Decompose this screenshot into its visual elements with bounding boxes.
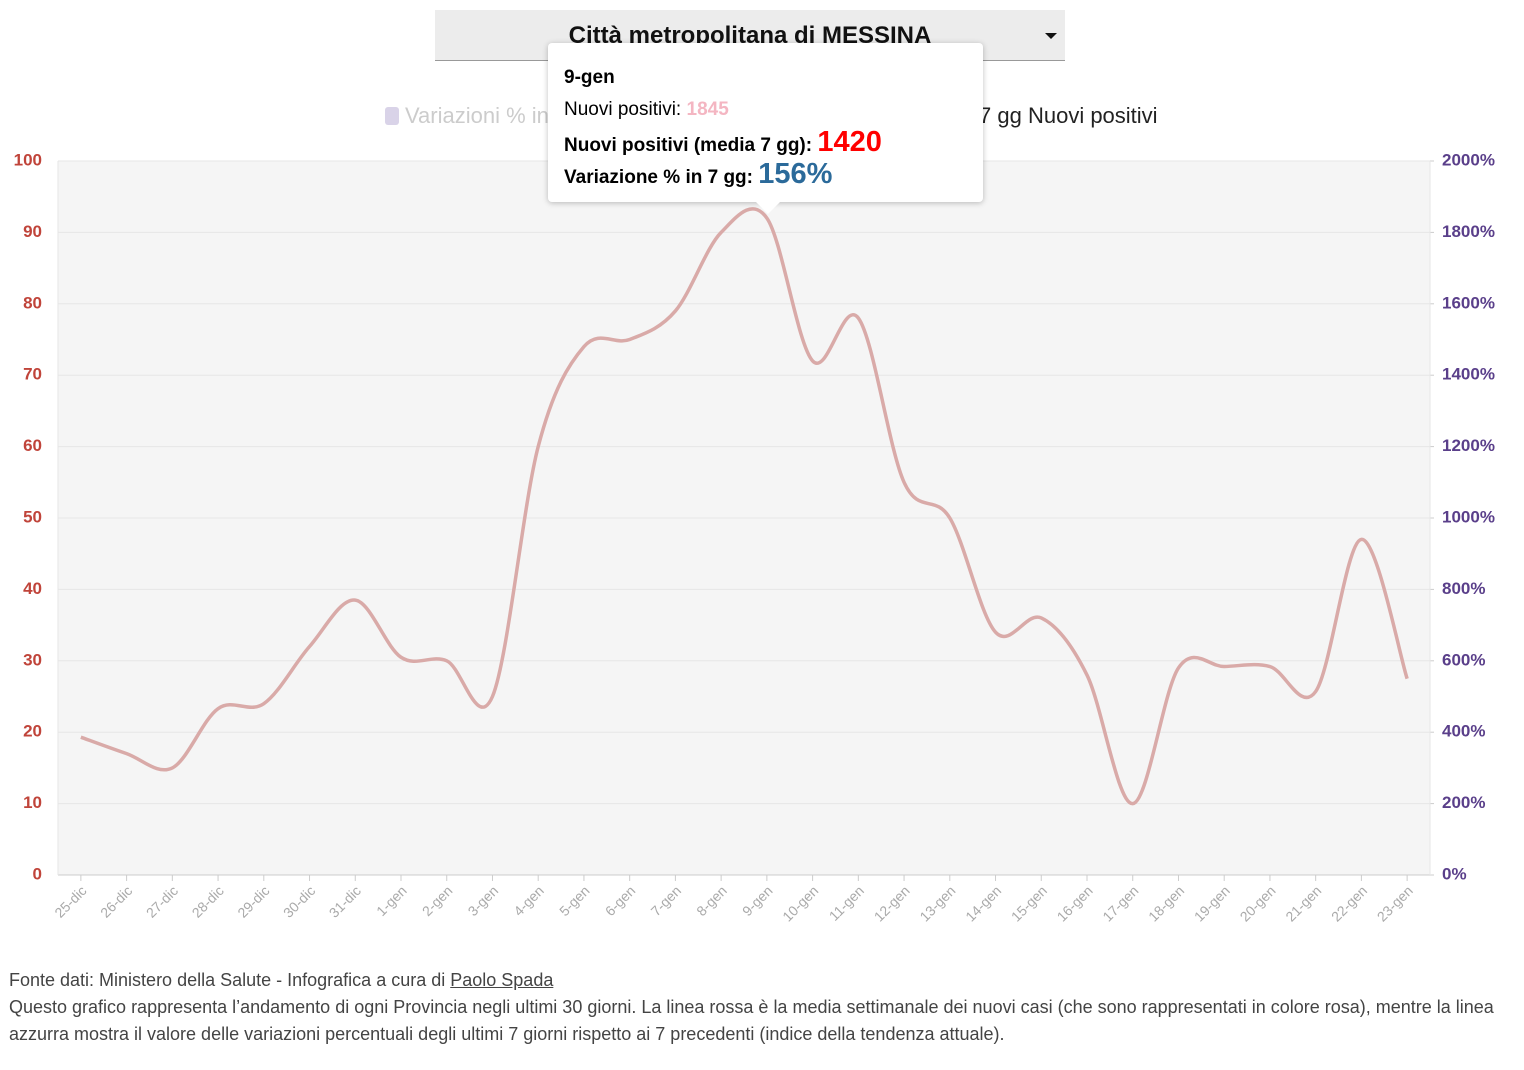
footer: Fonte dati: Ministero della Salute - Inf… (9, 967, 1515, 1048)
y-tick-label: 20 (23, 722, 42, 741)
y-tick-label: 70 (23, 365, 42, 384)
author-link[interactable]: Paolo Spada (450, 970, 554, 990)
y-tick-label: 80 (23, 293, 42, 312)
x-tick-label: 10-gen (779, 882, 821, 924)
x-tick-label: 9-gen (739, 882, 776, 919)
tooltip-var: Variazione % in 7 gg: 156% (564, 159, 967, 191)
y-tick-label: 40 (23, 579, 42, 598)
tooltip-new-label: Nuovi positivi: (564, 99, 682, 120)
x-tick-label: 30-dic (280, 882, 318, 920)
tooltip: 9-gen Nuovi positivi: 1845 Nuovi positiv… (548, 43, 983, 214)
x-tick-label: 5-gen (556, 882, 593, 919)
y2-tick-label: 2000% (1442, 150, 1495, 169)
y-tick-label: 50 (23, 507, 42, 526)
x-tick-label: 16-gen (1054, 882, 1096, 924)
x-tick-label: 3-gen (465, 882, 502, 919)
tooltip-date: 9-gen (564, 67, 615, 88)
y-tick-label: 60 (23, 436, 42, 455)
x-tick-label: 12-gen (871, 882, 913, 924)
x-tick-label: 13-gen (916, 882, 958, 924)
y2-tick-label: 1800% (1442, 222, 1495, 241)
footer-source: Fonte dati: Ministero della Salute - Inf… (9, 967, 1515, 994)
x-tick-label: 29-dic (234, 882, 272, 920)
tooltip-arrow (756, 202, 780, 214)
x-tick-label: 23-gen (1374, 882, 1416, 924)
chart: 01020304050607080901000%200%400%600%800%… (14, 103, 1495, 925)
tooltip-avg-value: 1420 (817, 126, 882, 158)
x-tick-label: 17-gen (1099, 882, 1141, 924)
line-series (80, 207, 1409, 806)
x-tick-label: 18-gen (1145, 882, 1187, 924)
tooltip-avg-label: Nuovi positivi (media 7 gg): (564, 135, 813, 156)
footer-note: Questo grafico rappresenta l’andamento d… (9, 997, 1494, 1044)
x-tick-label: 7-gen (648, 882, 685, 919)
y2-tick-label: 1000% (1442, 507, 1495, 526)
x-tick-label: 19-gen (1191, 882, 1233, 924)
x-tick-label: 6-gen (602, 882, 639, 919)
x-tick-label: 4-gen (510, 882, 547, 919)
y2-tick-label: 200% (1442, 793, 1485, 812)
y2-tick-label: 1200% (1442, 436, 1495, 455)
tooltip-new-value: 1845 (686, 99, 729, 120)
y2-tick-label: 600% (1442, 650, 1485, 669)
x-tick-label: 1-gen (373, 882, 410, 919)
y2-tick-label: 0% (1442, 864, 1467, 883)
x-tick-label: 2-gen (419, 882, 456, 919)
x-tick-label: 21-gen (1282, 882, 1324, 924)
y-tick-label: 0 (33, 864, 42, 883)
x-tick-label: 8-gen (693, 882, 730, 919)
x-tick-label: 26-dic (97, 882, 135, 920)
x-tick-label: 11-gen (826, 882, 867, 923)
tooltip-var-label: Variazione % in 7 gg: (564, 167, 753, 188)
tooltip-avg: Nuovi positivi (media 7 gg): 1420 (564, 127, 967, 159)
y-tick-label: 90 (23, 222, 42, 241)
dropdown-caret (1045, 33, 1057, 39)
y-tick-label: 100 (14, 150, 42, 169)
x-tick-label: 31-dic (326, 882, 364, 920)
x-tick-label: 20-gen (1237, 882, 1279, 924)
legend-swatch (385, 107, 399, 125)
y-tick-label: 10 (23, 793, 42, 812)
source-text: Fonte dati: Ministero della Salute - Inf… (9, 970, 446, 990)
x-tick-label: 22-gen (1328, 882, 1370, 924)
y2-tick-label: 800% (1442, 579, 1485, 598)
y-tick-label: 30 (23, 650, 42, 669)
x-tick-label: 28-dic (189, 882, 227, 920)
tooltip-new: Nuovi positivi: 1845 (564, 95, 967, 127)
y2-tick-label: 400% (1442, 722, 1485, 741)
x-tick-label: 25-dic (51, 882, 89, 920)
x-tick-label: 15-gen (1008, 882, 1050, 924)
tooltip-var-value: 156% (758, 158, 833, 190)
y2-tick-label: 1600% (1442, 293, 1495, 312)
x-tick-label: 27-dic (143, 882, 181, 920)
y2-tick-label: 1400% (1442, 365, 1495, 384)
x-tick-label: 14-gen (962, 882, 1004, 924)
